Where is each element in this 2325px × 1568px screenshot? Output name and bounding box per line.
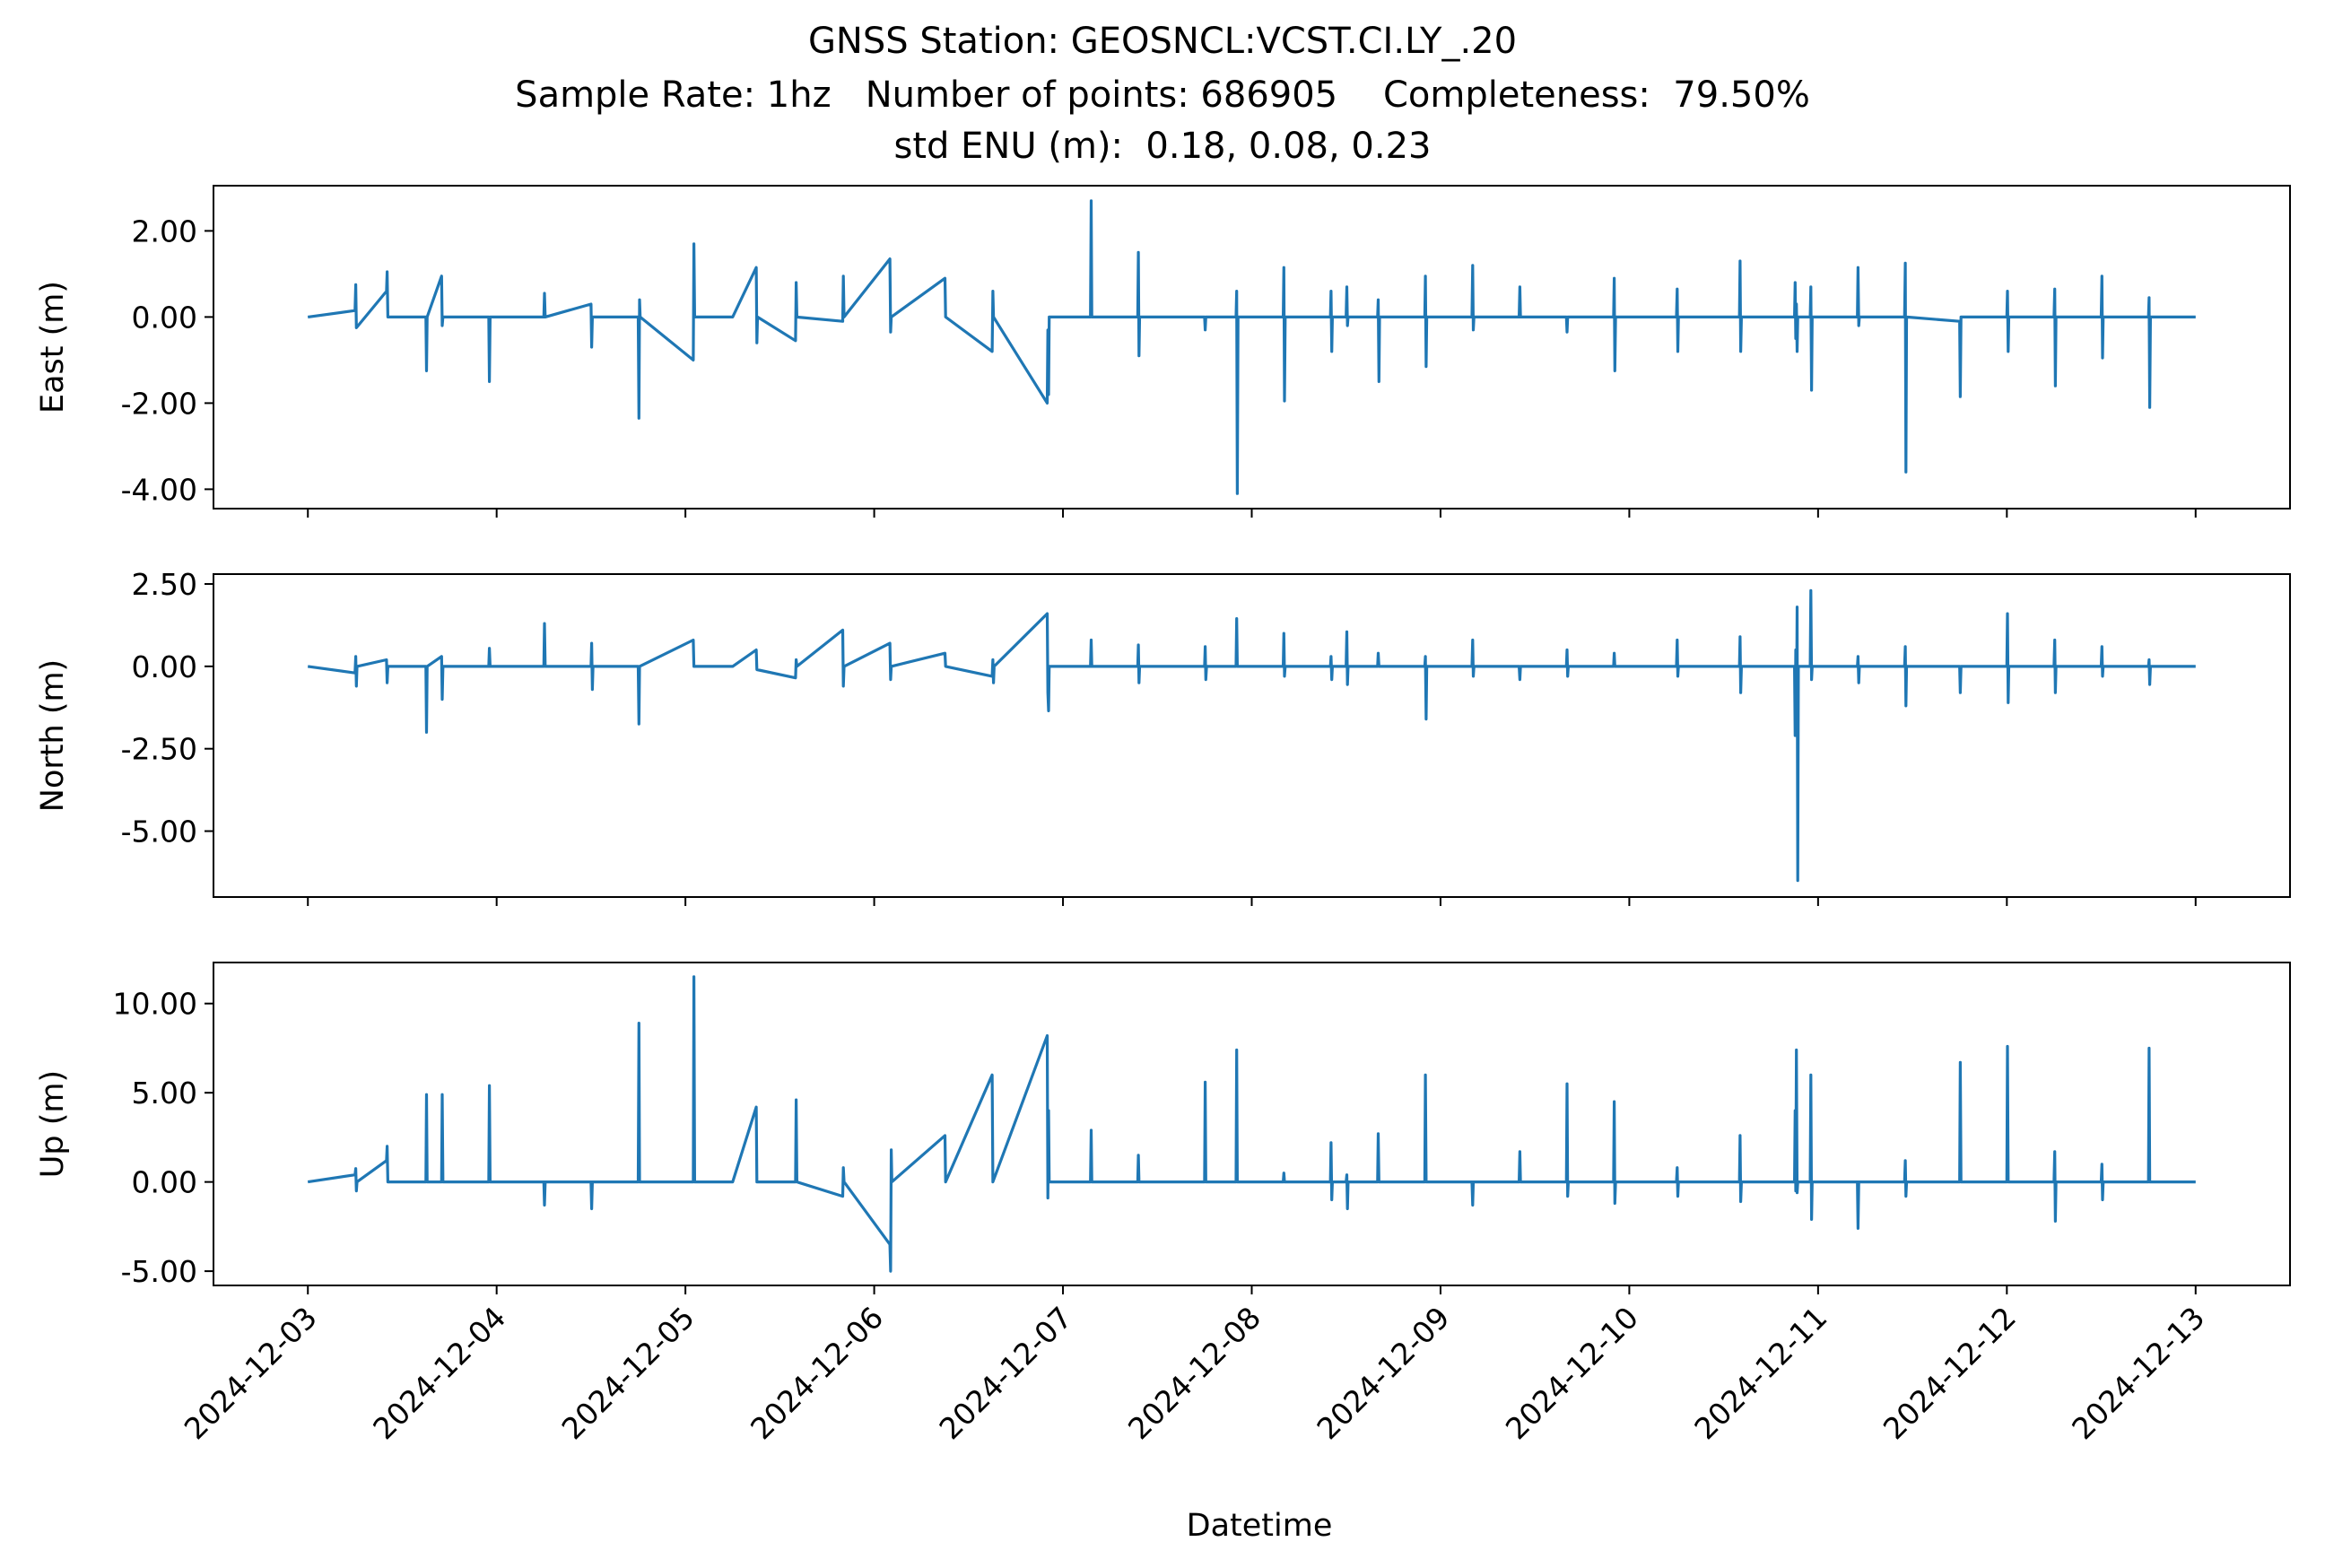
panel-1: 2.00 0.00 -2.00 -4.00 East (m) <box>35 185 2291 518</box>
x-tick-label: 2024-12-12 <box>1877 1300 2023 1446</box>
y-tick-label: 2.00 <box>132 213 197 248</box>
series-line-2 <box>307 588 2196 883</box>
x-tick-label: 2024-12-09 <box>1310 1300 1456 1446</box>
x-tick-label: 2024-12-06 <box>744 1300 890 1446</box>
panel-2: 2.50 0.00 -2.50 -5.00 North (m) <box>35 567 2291 906</box>
y-tick-label: 0.00 <box>132 1165 197 1200</box>
x-tick-label: 2024-12-10 <box>1499 1300 1645 1446</box>
axes-frame <box>213 573 2291 898</box>
chart-subtitle-sample-info: Sample Rate: 1hz Number of points: 68690… <box>515 74 1810 116</box>
x-tick-label: 2024-12-03 <box>178 1300 324 1446</box>
axes-frame <box>213 962 2291 1286</box>
series-line-3 <box>307 975 2196 1273</box>
y-tick-label: -2.00 <box>121 386 197 421</box>
x-tick-label: 2024-12-05 <box>555 1300 701 1446</box>
series-line-1 <box>307 199 2196 495</box>
x-tick-label: 2024-12-07 <box>933 1300 1079 1446</box>
x-tick-label: 2024-12-11 <box>1687 1300 1833 1446</box>
y-tick-label: 0.00 <box>132 649 197 684</box>
y-tick-label: 10.00 <box>113 987 197 1022</box>
y-tick-label: 0.00 <box>132 300 197 335</box>
y-tick-label: 5.00 <box>132 1076 197 1111</box>
x-tick-label: 2024-12-04 <box>366 1300 512 1446</box>
y-tick-label: -2.50 <box>121 732 197 767</box>
y-axis-label: North (m) <box>35 659 71 812</box>
x-tick-label: 2024-12-13 <box>2065 1300 2211 1446</box>
chart-title: GNSS Station: GEOSNCL:VCST.CI.LY_.20 <box>807 21 1518 62</box>
y-tick-label: 2.50 <box>132 567 197 602</box>
x-tick-label: 2024-12-08 <box>1121 1300 1267 1446</box>
y-axis-label: Up (m) <box>35 1070 71 1178</box>
y-axis-label: East (m) <box>35 281 71 414</box>
axes-frame <box>213 185 2291 510</box>
y-tick-label: -5.00 <box>121 814 197 849</box>
x-axis-label: Datetime <box>1187 1508 1333 1544</box>
chart-subtitle-std-enu: std ENU (m): 0.18, 0.08, 0.23 <box>893 126 1432 167</box>
y-tick-label: -4.00 <box>121 472 197 507</box>
panel-3: 10.00 5.00 0.00 -5.00 Up (m) 2024-12-03 2024-1… <box>35 962 2291 1446</box>
y-tick-label: -5.00 <box>121 1254 197 1289</box>
